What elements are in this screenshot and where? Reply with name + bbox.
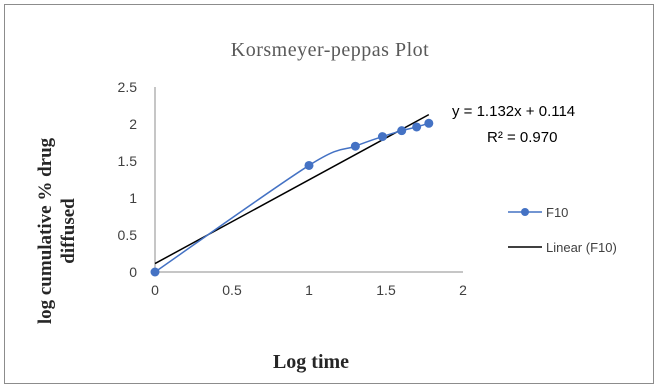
data-point-f10 (397, 126, 407, 136)
y-axis-label-line-2: diffused (58, 198, 79, 264)
x-axis-label: Log time (273, 351, 349, 373)
y-tick-label: 0.5 (118, 227, 138, 243)
r-squared-label: R² = 0.970 (487, 129, 557, 146)
series-layer (150, 118, 434, 277)
trendline-equation: y = 1.132x + 0.114 (452, 103, 575, 120)
y-tick-label: 0 (129, 264, 137, 280)
x-tick-label: 2 (459, 282, 467, 298)
legend-label-linear: Linear (F10) (546, 240, 617, 255)
trendline-layer (154, 113, 430, 265)
y-ticks: 0 0.5 1 1.5 2 2.5 (118, 79, 138, 280)
chart-title: Korsmeyer-peppas Plot (231, 39, 429, 61)
y-tick-label: 2.5 (118, 79, 138, 95)
data-point-f10 (424, 118, 434, 128)
chart: Korsmeyer-peppas Plot log cumulative % d… (35, 39, 617, 373)
data-point-f10 (412, 122, 422, 132)
y-axis-label-line-1: log cumulative % drug (35, 137, 56, 324)
y-axis-label: log cumulative % drug diffused (35, 137, 79, 324)
y-tick-label: 2 (129, 116, 137, 132)
data-point-f10 (150, 267, 160, 277)
legend: F10 Linear (F10) (508, 205, 617, 255)
x-ticks: 0 0.5 1 1.5 2 (151, 282, 467, 298)
legend-label-f10: F10 (546, 205, 568, 220)
data-point-f10 (377, 132, 387, 142)
x-tick-label: 1 (305, 282, 313, 298)
x-tick-label: 0.5 (222, 282, 242, 298)
x-tick-label: 0 (151, 282, 159, 298)
x-tick-label: 1.5 (376, 282, 396, 298)
y-tick-label: 1 (129, 190, 137, 206)
chart-frame: Korsmeyer-peppas Plot log cumulative % d… (4, 4, 654, 384)
legend-marker-f10 (521, 208, 529, 216)
y-tick-label: 1.5 (118, 153, 138, 169)
trendline-linear-f10 (154, 113, 430, 265)
data-point-f10 (350, 141, 360, 151)
series-line-f10 (154, 122, 430, 273)
data-point-f10 (304, 160, 314, 170)
